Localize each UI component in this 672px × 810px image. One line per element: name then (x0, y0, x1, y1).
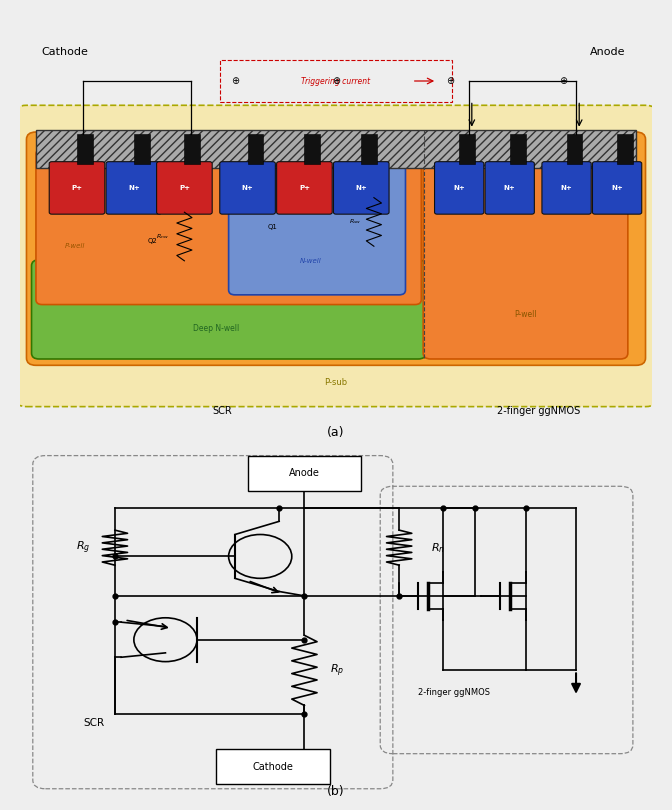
Text: P-sub: P-sub (325, 377, 347, 387)
Text: Q2: Q2 (148, 238, 158, 245)
Text: P+: P+ (71, 185, 83, 191)
Bar (184, 134, 200, 164)
Text: Deep N-well: Deep N-well (193, 324, 239, 334)
Bar (247, 134, 263, 164)
Text: N+: N+ (242, 185, 253, 191)
Bar (459, 134, 475, 164)
Text: Cathode: Cathode (253, 762, 293, 772)
Text: ⊕: ⊕ (231, 76, 239, 86)
Bar (510, 134, 526, 164)
Bar (362, 134, 377, 164)
Text: N+: N+ (612, 185, 623, 191)
Text: P+: P+ (299, 185, 310, 191)
FancyBboxPatch shape (157, 162, 212, 214)
FancyBboxPatch shape (542, 162, 591, 214)
Text: (b): (b) (327, 785, 345, 798)
Text: $R_g$: $R_g$ (76, 539, 91, 556)
FancyBboxPatch shape (14, 105, 658, 407)
Text: $R_{nw}$: $R_{nw}$ (156, 232, 169, 241)
Text: Cathode: Cathode (41, 47, 88, 57)
FancyBboxPatch shape (485, 162, 534, 214)
Text: N-well: N-well (300, 258, 322, 264)
Text: N+: N+ (504, 185, 515, 191)
Text: P+: P+ (179, 185, 190, 191)
Text: N+: N+ (128, 185, 140, 191)
Text: Triggering current: Triggering current (302, 76, 370, 86)
Bar (36, 130, 636, 168)
Text: N+: N+ (355, 185, 367, 191)
FancyBboxPatch shape (220, 162, 276, 214)
FancyBboxPatch shape (423, 134, 628, 359)
Bar (617, 134, 633, 164)
Bar (134, 134, 150, 164)
Text: Anode: Anode (590, 47, 626, 57)
FancyBboxPatch shape (333, 162, 389, 214)
Text: 2-finger ggNMOS: 2-finger ggNMOS (497, 407, 580, 416)
FancyBboxPatch shape (26, 132, 646, 365)
Text: ⊕: ⊕ (559, 76, 567, 86)
Text: $R_p$: $R_p$ (330, 663, 344, 679)
Text: ⊕: ⊕ (446, 76, 454, 86)
FancyBboxPatch shape (32, 260, 425, 359)
Text: SCR: SCR (212, 407, 232, 416)
FancyBboxPatch shape (106, 162, 162, 214)
FancyBboxPatch shape (228, 149, 405, 295)
Text: Anode: Anode (289, 468, 320, 478)
Text: P-well: P-well (514, 309, 537, 319)
Text: N+: N+ (560, 185, 573, 191)
Text: P-well: P-well (65, 243, 85, 249)
Text: ⊕: ⊕ (332, 76, 340, 86)
Bar (304, 134, 321, 164)
Bar (77, 134, 93, 164)
Text: $R_{sw}$: $R_{sw}$ (349, 218, 362, 226)
Text: $R_n$: $R_n$ (431, 541, 445, 555)
Text: SCR: SCR (83, 718, 104, 728)
FancyBboxPatch shape (277, 162, 332, 214)
Bar (216, 749, 330, 784)
FancyBboxPatch shape (36, 149, 421, 305)
Text: 2-finger ggNMOS: 2-finger ggNMOS (418, 688, 490, 697)
Text: Q1: Q1 (268, 224, 278, 230)
FancyBboxPatch shape (593, 162, 642, 214)
FancyBboxPatch shape (49, 162, 105, 214)
FancyBboxPatch shape (435, 162, 484, 214)
Text: N+: N+ (454, 185, 465, 191)
Bar (247, 455, 362, 491)
Text: (a): (a) (327, 426, 345, 439)
Bar (566, 134, 583, 164)
